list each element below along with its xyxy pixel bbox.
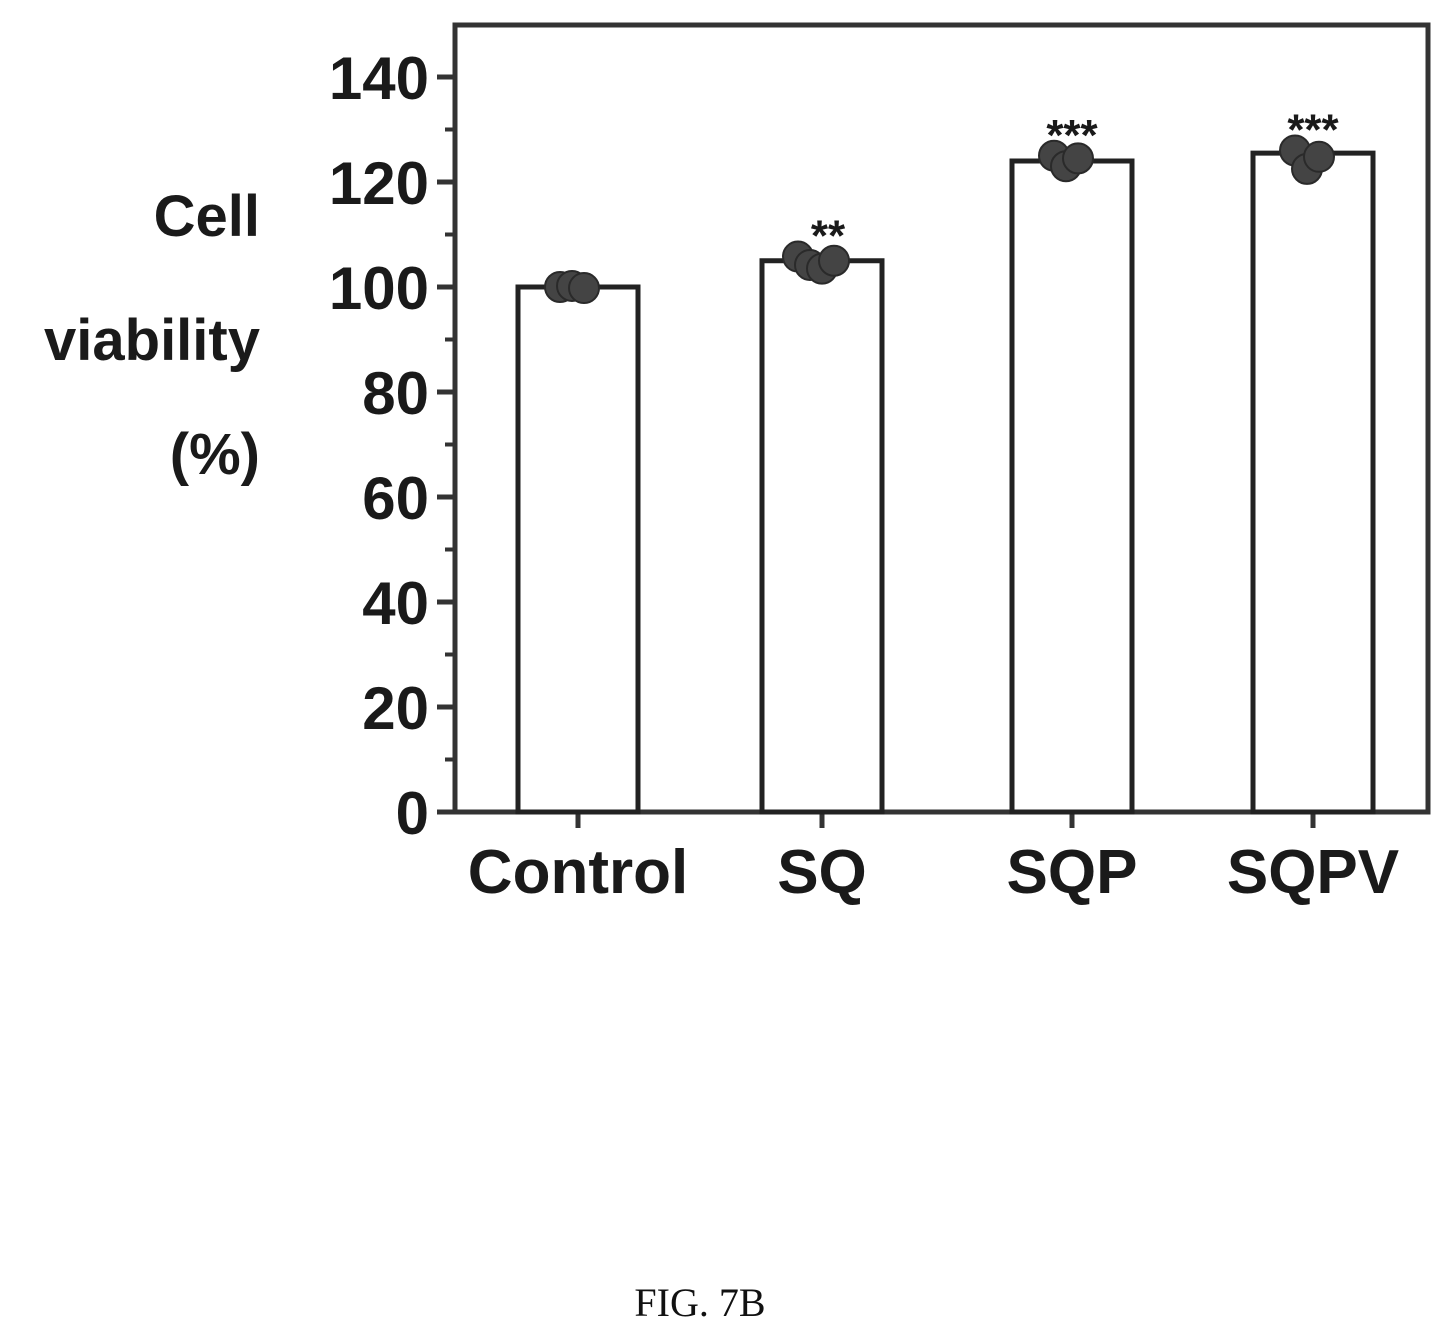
bar [515, 284, 641, 815]
data-point [568, 272, 600, 305]
figure-caption: FIG. 7B [634, 1280, 766, 1325]
y-tick-label: 60 [362, 465, 429, 532]
x-tick-label: SQ [777, 838, 867, 907]
bar [1250, 150, 1376, 815]
x-tick-label: SQP [1007, 838, 1138, 907]
bar [1009, 158, 1135, 815]
labels: 0 20 40 60 80 100 120 140 Control SQ ** SQP *** SQPV *… [329, 45, 1399, 907]
y-axis-label-line-3: (%) [169, 422, 260, 487]
significance-label: ** [811, 212, 846, 261]
y-tick-label: 120 [329, 150, 429, 217]
x-tick-label: Control [468, 838, 688, 907]
bars [515, 150, 1376, 815]
y-axis-label-line-1: Cell [153, 184, 260, 249]
y-tick-label: 0 [396, 780, 429, 847]
data-points [544, 134, 1335, 305]
y-tick-label: 140 [329, 45, 429, 112]
plot-frame [452, 22, 1431, 815]
x-tick-label: SQPV [1227, 838, 1399, 907]
y-tick-label: 40 [362, 570, 429, 637]
bar [759, 258, 885, 815]
data-point [1303, 140, 1335, 173]
y-tick-label: 100 [329, 255, 429, 322]
y-axis-label-line-2: viability [44, 308, 260, 373]
y-tick-label: 80 [362, 360, 429, 427]
data-point [818, 244, 850, 277]
significance-label: *** [1287, 106, 1339, 155]
y-tick-label: 20 [362, 675, 429, 742]
significance-label: *** [1046, 111, 1098, 160]
axes [437, 22, 1431, 828]
data-point [1062, 142, 1094, 175]
